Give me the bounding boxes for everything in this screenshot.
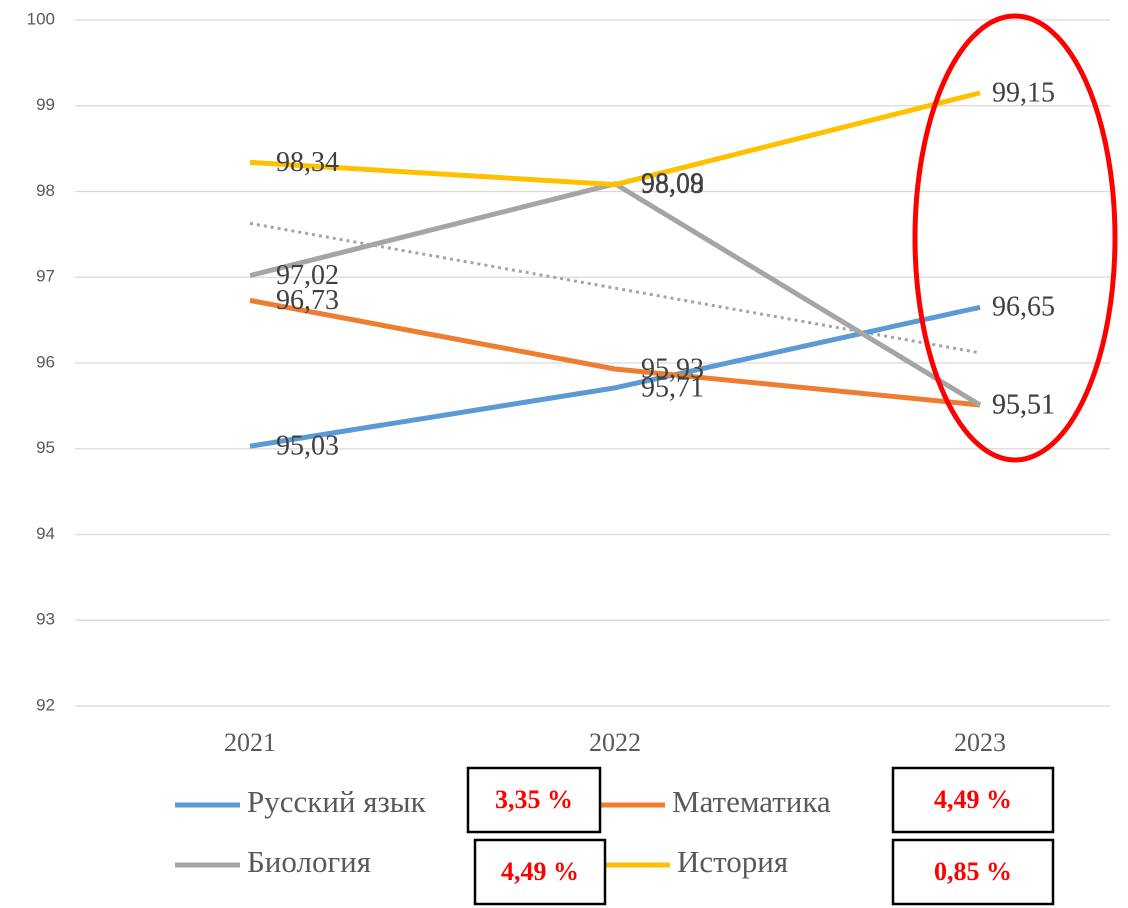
annotation-box (473, 838, 607, 906)
y-tick-label: 100 (27, 9, 55, 28)
legend-label: Биология (247, 844, 371, 879)
data-label: 99,15 (992, 77, 1055, 108)
series-line (249, 304, 981, 449)
data-label: 98,08 (641, 169, 704, 200)
data-label: 97,02 (276, 260, 339, 291)
data-label: 95,03 (276, 431, 339, 462)
annotation-box (466, 766, 602, 834)
legend-label: Математика (672, 784, 831, 819)
data-label: 98,09 (641, 168, 704, 199)
annotation: 4,49 % (501, 857, 579, 886)
legend-label: Русский язык (247, 784, 427, 819)
x-tick-label: 2023 (954, 728, 1006, 757)
legend-label: История (677, 844, 788, 879)
x-tick-label: 2022 (589, 728, 641, 757)
y-tick-label: 94 (36, 524, 55, 543)
data-label: 95,71 (641, 372, 704, 403)
y-tick-label: 96 (36, 352, 55, 371)
data-label: 95,51 (992, 389, 1055, 420)
data-label: 95,51 (992, 389, 1055, 420)
data-label: 95,93 (641, 353, 704, 384)
annotation: 0,85 % (934, 857, 1012, 886)
y-tick-label: 97 (36, 267, 55, 286)
series-line (249, 90, 981, 188)
series-line (249, 297, 981, 408)
series-line (249, 181, 982, 408)
highlight-ellipse (912, 13, 1118, 463)
y-tick-label: 92 (36, 695, 55, 714)
annotation: 4,49 % (934, 785, 1012, 814)
data-label: 96,73 (276, 285, 339, 316)
annotation: 3,35 % (495, 785, 573, 814)
annotation-box (891, 766, 1055, 834)
x-tick-label: 2021 (224, 728, 276, 757)
y-tick-label: 99 (36, 95, 55, 114)
data-label: 96,65 (992, 292, 1055, 323)
annotation-box (891, 838, 1055, 906)
data-label: 98,34 (276, 147, 339, 178)
y-tick-label: 95 (36, 438, 55, 457)
y-tick-label: 93 (36, 610, 55, 629)
y-tick-label: 98 (36, 181, 55, 200)
